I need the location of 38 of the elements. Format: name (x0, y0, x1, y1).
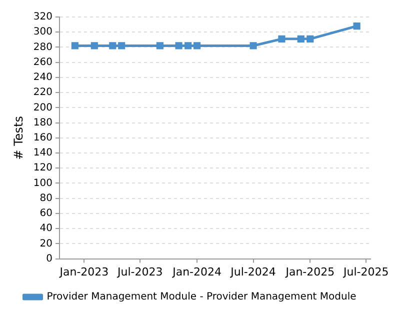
y-tick-label: 0 (46, 253, 52, 264)
point (306, 35, 314, 42)
point (71, 42, 78, 50)
point (90, 42, 98, 50)
x-tick-label: Jan-2024 (172, 265, 222, 278)
point (156, 42, 164, 50)
y-tick-label: 180 (33, 117, 52, 128)
y-tick-label: 200 (33, 102, 52, 114)
y-tick-label: 100 (33, 178, 52, 189)
y-tick-label: 300 (33, 26, 52, 38)
y-tick-label: 280 (33, 42, 52, 53)
y-tick-label: 120 (33, 162, 52, 174)
x-tick-label: Jul-2023 (116, 265, 163, 278)
y-tick-label: 240 (33, 72, 52, 84)
y-tick-label: 160 (33, 132, 52, 144)
point (193, 42, 201, 50)
point (297, 35, 304, 42)
y-tick-label: 140 (33, 148, 52, 159)
y-tick-label: 60 (40, 208, 52, 220)
y-tick-label: 320 (33, 12, 52, 23)
y-tick-label: 20 (40, 238, 52, 250)
y-axis-title: # Tests (11, 116, 26, 160)
x-tick-label: Jul-2025 (342, 265, 389, 278)
y-tick-label: 40 (40, 223, 52, 234)
y-tick-label: 80 (40, 192, 52, 204)
x-tick-label: Jan-2025 (284, 265, 335, 278)
point (109, 42, 116, 50)
x-tick-label: Jan-2023 (58, 265, 109, 278)
point (184, 42, 192, 50)
point (250, 42, 257, 50)
x-tick-label: Jul-2024 (230, 265, 276, 278)
point (118, 42, 126, 50)
legend-label: Provider Management Module - Provider Management Module (46, 292, 356, 303)
y-tick-label: 220 (33, 87, 52, 98)
point (175, 42, 182, 50)
point (353, 22, 360, 30)
y-tick-label: 260 (33, 56, 52, 68)
point (278, 35, 286, 42)
